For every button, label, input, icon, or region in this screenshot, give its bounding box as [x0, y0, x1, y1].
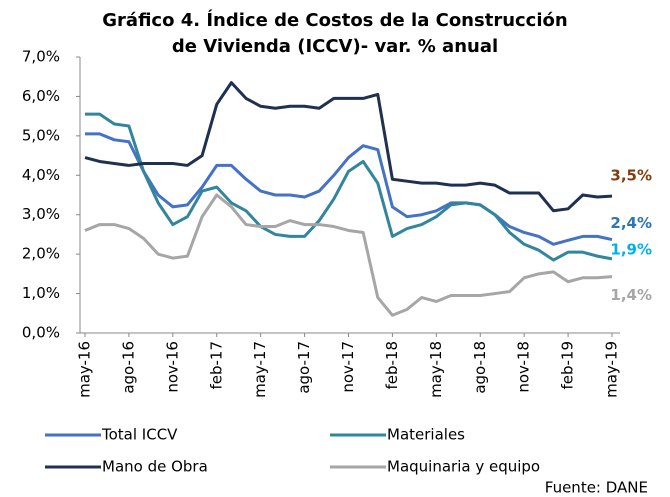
y-tick-label: 3,0% — [22, 205, 60, 223]
series-line — [85, 132, 613, 246]
x-tick-label: nov-17 — [339, 341, 357, 393]
end-label: 1,9% — [610, 240, 652, 258]
y-tick-label: 0,0% — [22, 324, 60, 342]
legend-label: Mano de Obra — [102, 458, 208, 476]
y-tick-label: 2,0% — [22, 245, 60, 263]
series-line — [84, 193, 613, 317]
y-tick-label: 6,0% — [22, 87, 60, 105]
x-tick-label: may-19 — [603, 341, 621, 398]
x-tick-label: may-17 — [251, 341, 269, 398]
x-tick-label: may-18 — [427, 341, 445, 398]
x-tick-label: nov-16 — [163, 341, 181, 393]
y-tick-label: 7,0% — [22, 48, 60, 66]
x-tick-label: may-16 — [76, 341, 94, 398]
series-line — [84, 81, 613, 213]
series-line — [85, 112, 613, 262]
end-label: 1,4% — [610, 286, 652, 304]
source: Fuente: DANE — [545, 479, 648, 497]
y-tick-label: 1,0% — [22, 284, 60, 302]
x-tick-label: ago-18 — [471, 341, 489, 394]
x-tick-label: nov-18 — [515, 341, 533, 393]
x-tick-label: ago-17 — [295, 341, 313, 394]
end-label: 2,4% — [610, 214, 652, 232]
end-label: 3,5% — [610, 167, 652, 185]
y-tick-label: 5,0% — [22, 126, 60, 144]
legend-label: Total ICCV — [101, 426, 178, 444]
chart-title: Gráfico 4. Índice de Costos de la Constr… — [102, 10, 568, 57]
legend-label: Materiales — [387, 426, 465, 444]
x-tick-label: feb-19 — [559, 341, 577, 390]
x-tick-label: ago-16 — [119, 341, 137, 394]
x-tick-label: feb-17 — [207, 341, 225, 390]
y-tick-label: 4,0% — [22, 166, 60, 184]
x-tick-label: feb-18 — [383, 341, 401, 390]
legend-label: Maquinaria y equipo — [387, 458, 540, 476]
